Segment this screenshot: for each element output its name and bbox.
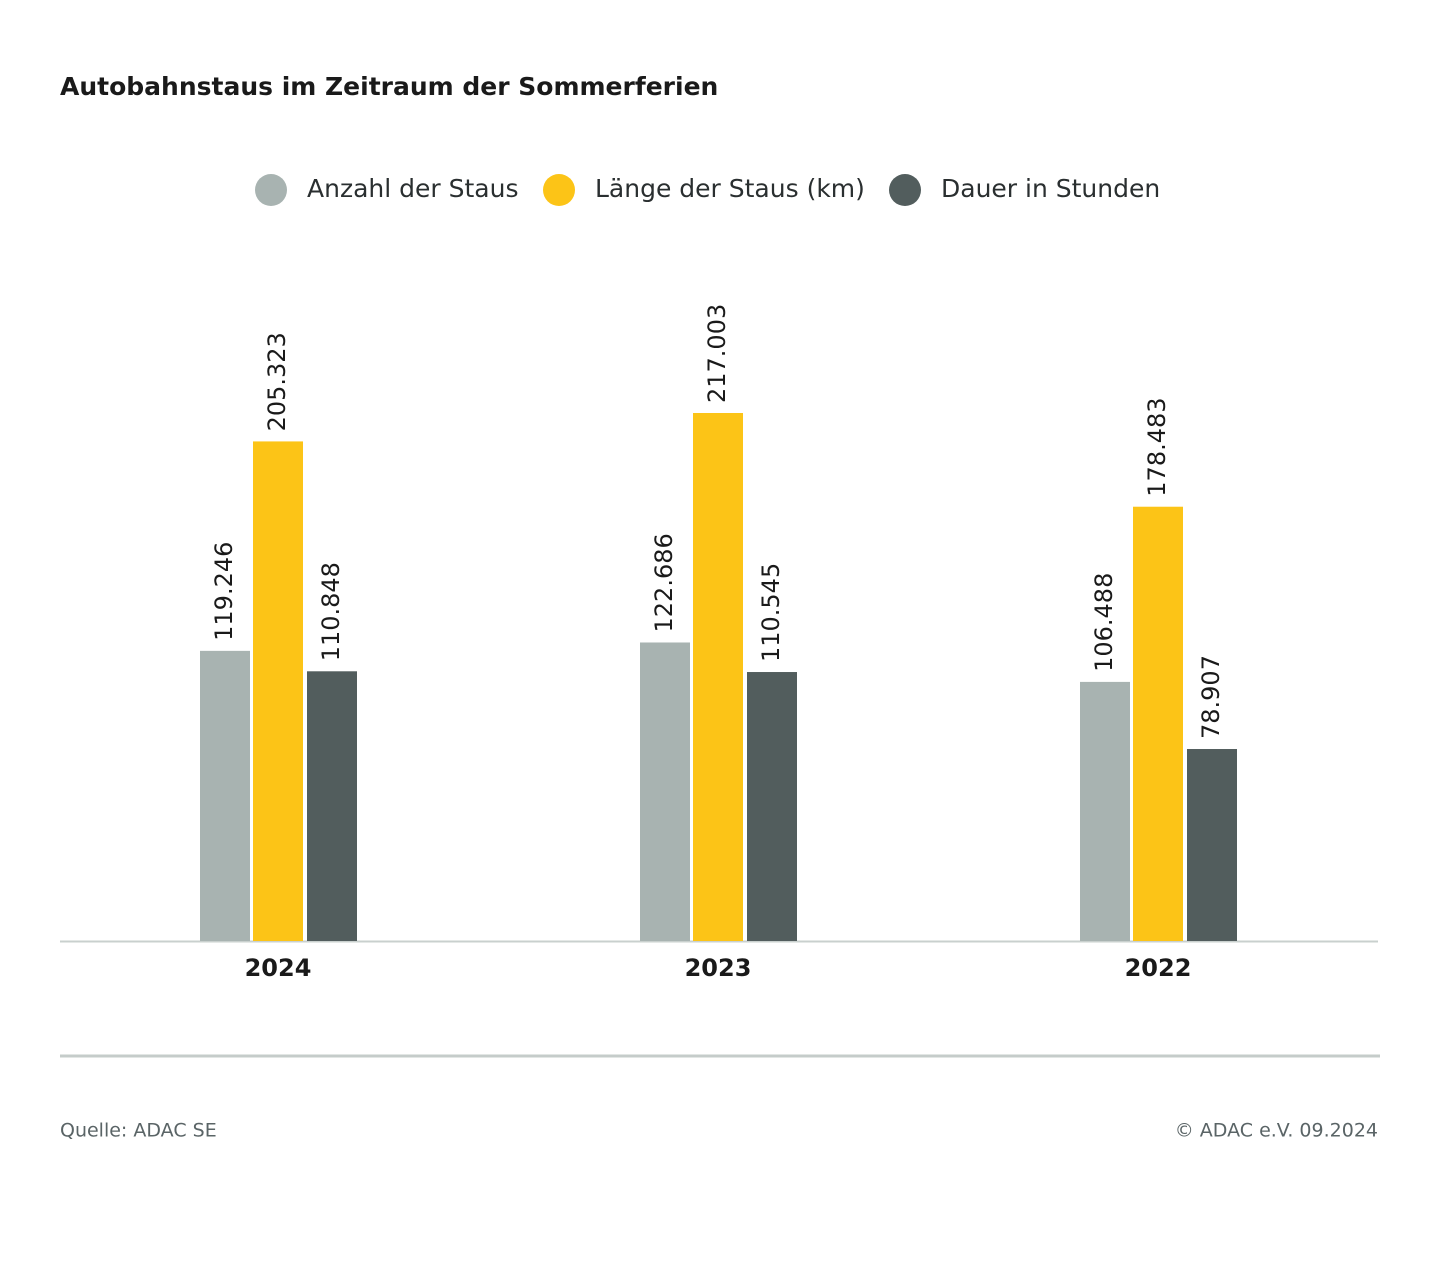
legend-label: Dauer in Stunden <box>941 174 1160 203</box>
bar <box>200 650 250 941</box>
chart-title: Autobahnstaus im Zeitraum der Sommerferi… <box>60 72 718 101</box>
legend-label: Länge der Staus (km) <box>595 174 865 203</box>
x-tick-label: 2022 <box>1125 954 1192 982</box>
legend-marker <box>889 174 921 206</box>
value-label: 119.246 <box>210 542 238 641</box>
bar <box>640 642 690 941</box>
x-tick-label: 2024 <box>245 954 312 982</box>
value-label: 110.545 <box>757 563 785 662</box>
x-tick-label: 2023 <box>685 954 752 982</box>
value-label: 78.907 <box>1197 655 1225 739</box>
legend-marker <box>543 174 575 206</box>
bar <box>1187 749 1237 941</box>
legend-marker <box>255 174 287 206</box>
value-label: 106.488 <box>1090 573 1118 672</box>
source: Quelle: ADAC SE <box>60 1120 217 1142</box>
copyright: © ADAC e.V. 09.2024 <box>1175 1120 1378 1142</box>
legend-label: Anzahl der Staus <box>307 174 518 203</box>
value-label: 110.848 <box>317 562 345 661</box>
value-label: 217.003 <box>703 304 731 403</box>
bar <box>1133 506 1183 941</box>
bar <box>253 441 303 941</box>
bar <box>693 413 743 941</box>
bar <box>307 671 357 941</box>
value-label: 178.483 <box>1143 397 1171 496</box>
bar <box>1080 681 1130 941</box>
bar <box>747 672 797 941</box>
value-label: 122.686 <box>650 533 678 632</box>
value-label: 205.323 <box>263 332 291 431</box>
